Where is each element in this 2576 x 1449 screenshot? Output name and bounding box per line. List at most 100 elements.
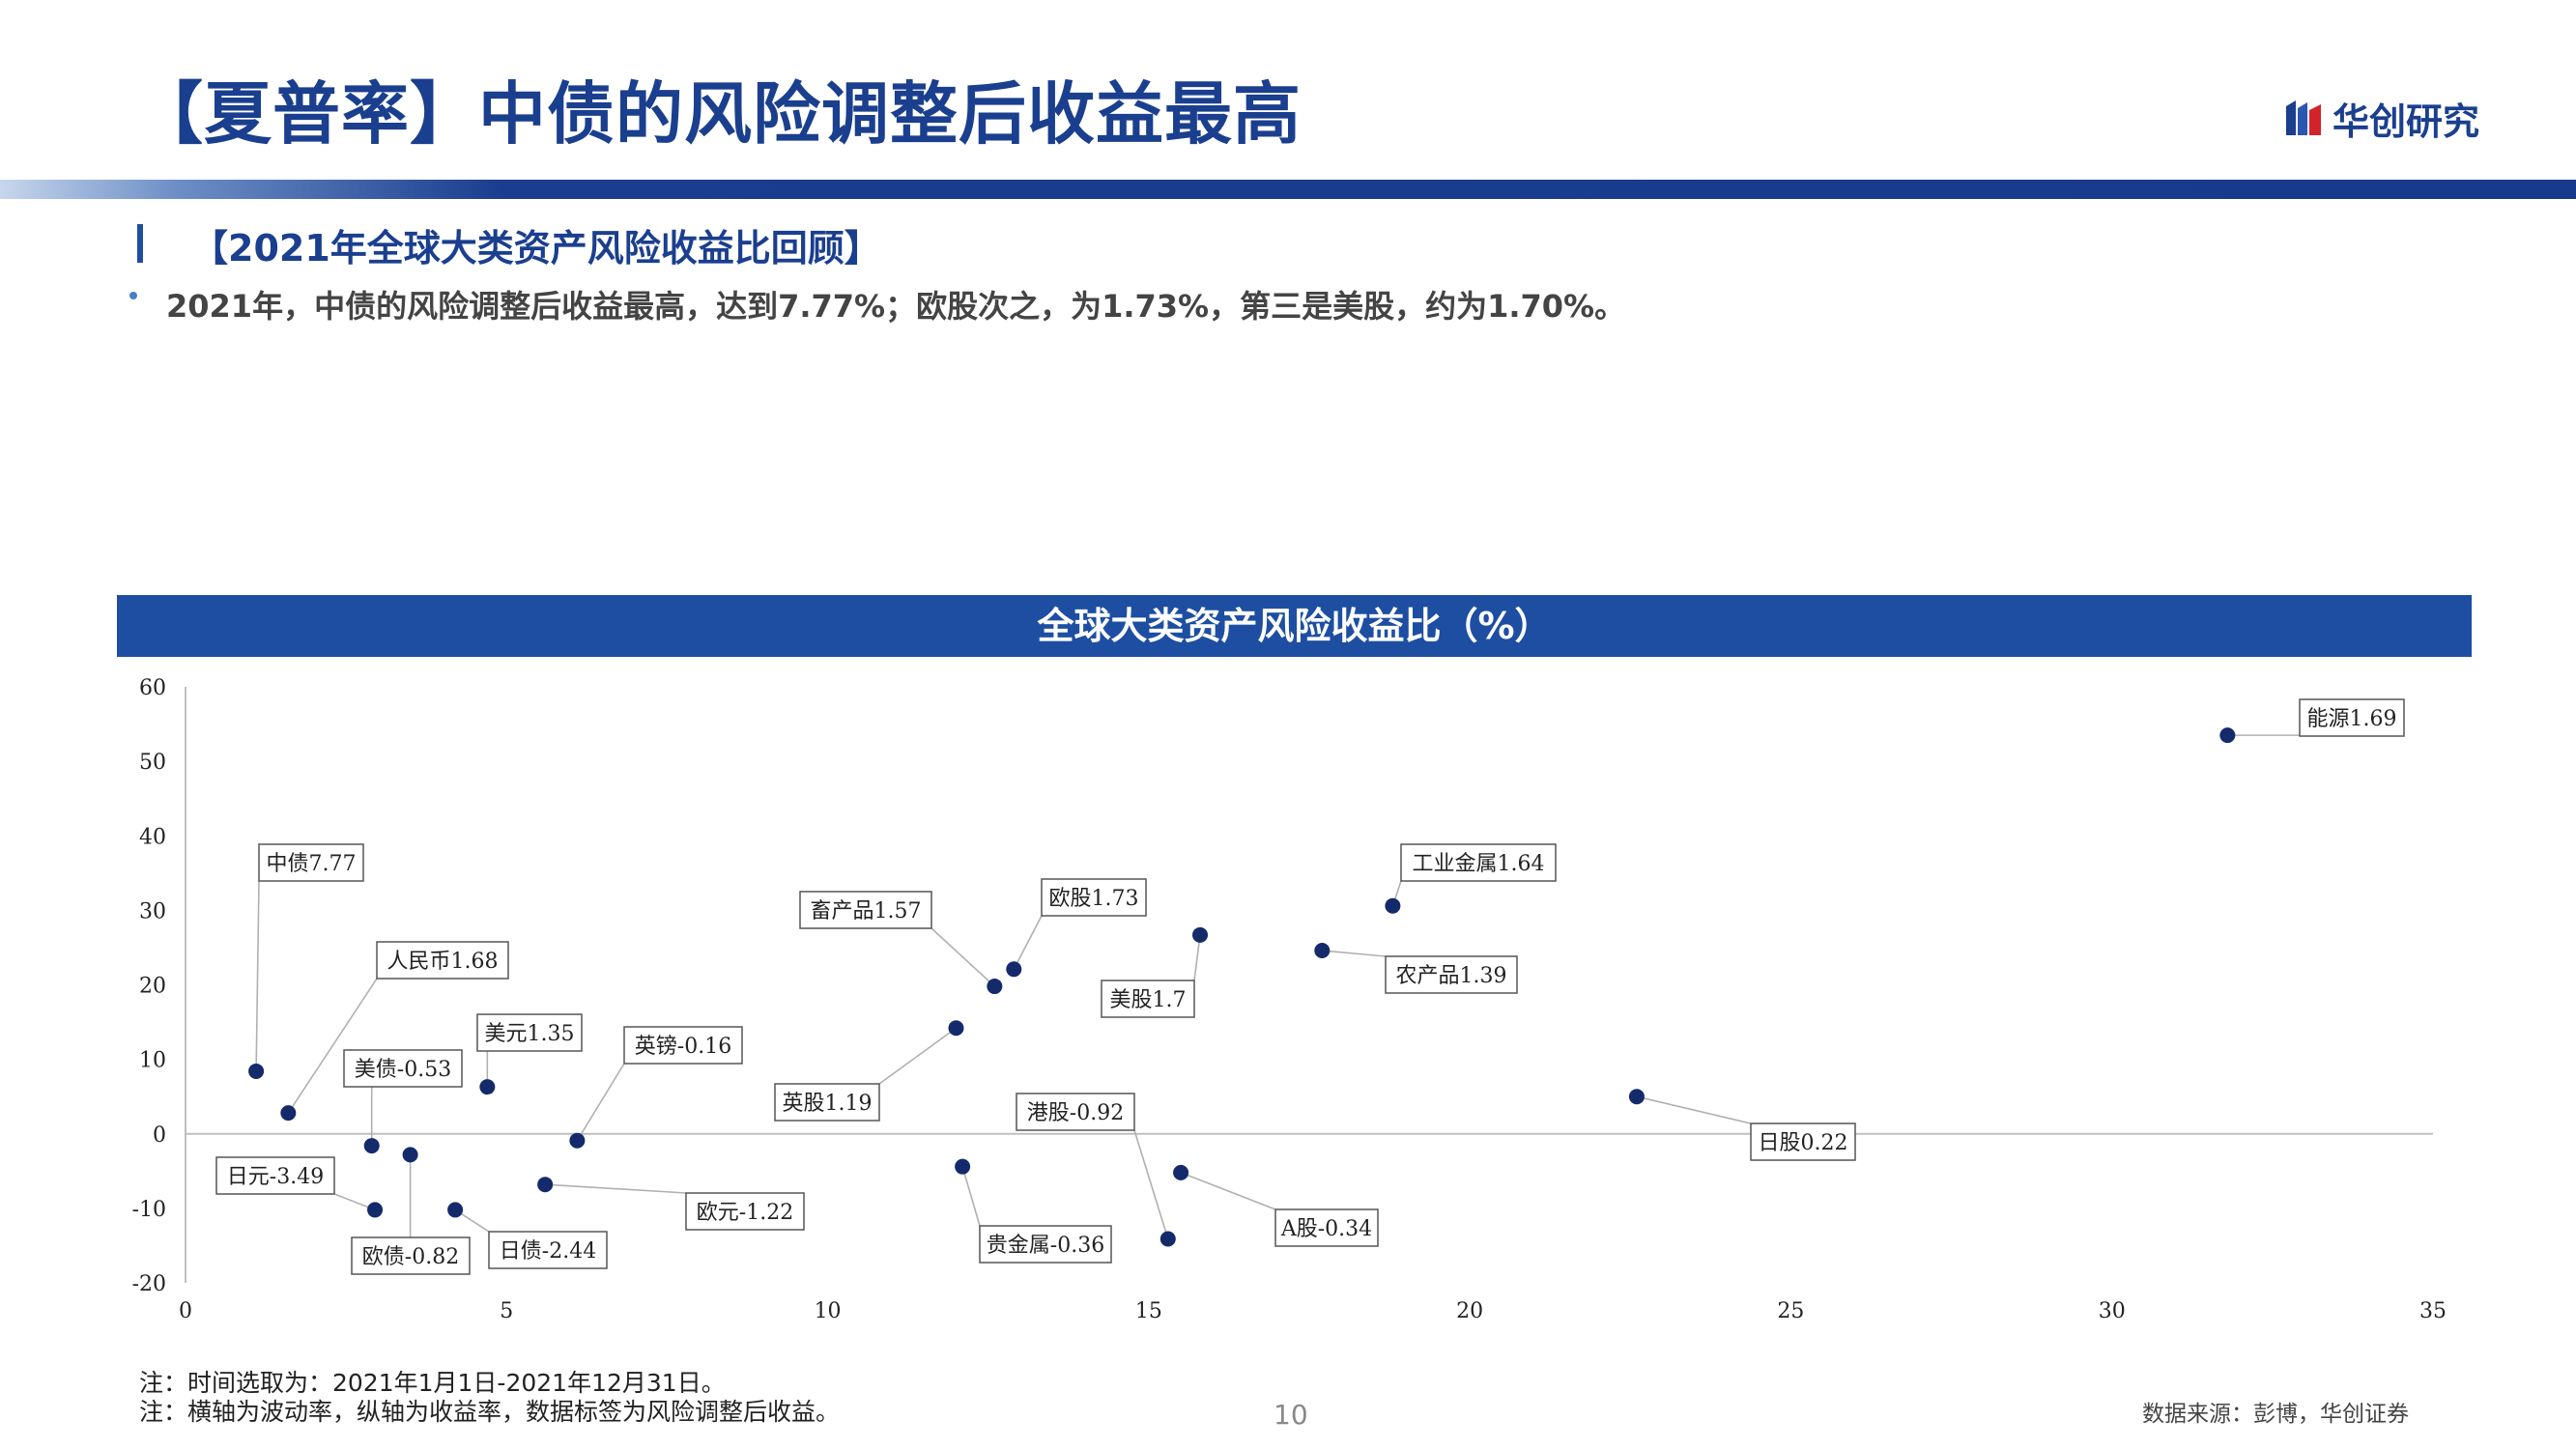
- section-marker: [137, 224, 143, 263]
- data-label-box: [979, 1225, 1112, 1264]
- data-label: 美债-0.53: [355, 1058, 451, 1082]
- data-label-box: [1750, 1122, 1856, 1161]
- brand-logo: 华创研究: [2282, 93, 2479, 143]
- y-tick-label: 50: [139, 751, 166, 775]
- data-label-box: [1101, 980, 1195, 1018]
- scatter-point: [1006, 961, 1022, 978]
- data-label: 能源1.69: [2307, 707, 2397, 731]
- data-label: 日元-3.49: [227, 1165, 324, 1189]
- header-band: [0, 180, 2576, 199]
- x-tick-label: 25: [1777, 1299, 1804, 1323]
- data-label-box: [774, 1083, 880, 1122]
- x-tick-label: 15: [1135, 1299, 1162, 1323]
- y-tick-label: 60: [139, 676, 166, 700]
- scatter-point: [948, 1020, 964, 1037]
- section-title: 【2021年全球大类资产风险收益比回顾】: [191, 227, 881, 270]
- scatter-point: [1385, 897, 1401, 914]
- x-tick-label: 35: [2419, 1299, 2447, 1323]
- data-label: 畜产品1.57: [811, 899, 922, 923]
- data-label-box: [476, 1013, 583, 1052]
- scatter-point: [479, 1079, 496, 1095]
- data-label: 人民币1.68: [387, 950, 499, 974]
- x-tick-label: 0: [179, 1299, 192, 1323]
- data-label-box: [215, 1156, 335, 1195]
- summary-bullet: 2021年，中债的风险调整后收益最高，达到7.77%；欧股次之，为1.73%，第…: [166, 288, 1626, 325]
- data-label-box: [376, 941, 509, 980]
- leader-line: [287, 978, 378, 1114]
- scatter-point: [569, 1132, 586, 1149]
- data-label: 英镑-0.16: [635, 1035, 731, 1059]
- data-label-box: [351, 1236, 471, 1275]
- y-tick-label: -20: [132, 1272, 166, 1296]
- leader-line: [1636, 1095, 1752, 1124]
- chart-header: 全球大类资产风险收益比（%）: [117, 595, 2472, 657]
- data-label: A股-0.34: [1280, 1217, 1372, 1241]
- data-label-box: [623, 1026, 743, 1065]
- scatter-point: [537, 1177, 554, 1193]
- scatter-point: [280, 1105, 297, 1122]
- data-label: 贵金属-0.36: [987, 1234, 1104, 1258]
- scatter-point: [447, 1202, 464, 1218]
- data-label: 港股-0.92: [1027, 1101, 1124, 1125]
- x-tick-label: 20: [1456, 1299, 1483, 1323]
- data-label: 美股1.7: [1110, 988, 1187, 1012]
- note-time-range: 注：时间选取为：2021年1月1日-2021年12月31日。: [139, 1369, 726, 1397]
- data-label-box: [685, 1192, 805, 1231]
- data-label: 中债7.77: [267, 852, 357, 876]
- y-tick-label: -10: [132, 1198, 166, 1222]
- data-label: 欧股1.73: [1049, 887, 1139, 911]
- leader-line: [545, 1183, 687, 1194]
- data-label-box: [1041, 878, 1147, 917]
- scatter-point: [248, 1063, 265, 1079]
- scatter-point: [1192, 926, 1209, 943]
- leader-line: [1133, 1129, 1169, 1239]
- scatter-point: [1628, 1089, 1645, 1105]
- leader-line: [930, 927, 995, 987]
- bullet-icon: [129, 292, 137, 299]
- scatter-point: [402, 1147, 418, 1163]
- leader-line: [961, 1166, 981, 1227]
- logo-text: 华创研究: [2333, 99, 2480, 143]
- page-number: 10: [1274, 1399, 1308, 1431]
- logo-mark-icon: [2286, 100, 2321, 135]
- scatter-point: [367, 1202, 384, 1218]
- data-label-box: [343, 1049, 463, 1088]
- data-label-box: [1016, 1093, 1135, 1131]
- leader-line: [576, 1063, 625, 1142]
- data-label-box: [258, 843, 364, 882]
- y-tick-label: 20: [139, 975, 166, 999]
- data-label: 美元1.35: [485, 1022, 575, 1046]
- leader-line: [1013, 915, 1043, 970]
- note-axes: 注：横轴为波动率，纵轴为收益率，数据标签为风险调整后收益。: [139, 1398, 841, 1426]
- y-tick-label: 0: [153, 1123, 166, 1148]
- scatter-point: [1159, 1231, 1176, 1247]
- data-label-box: [1400, 843, 1557, 882]
- data-label-box: [1274, 1208, 1379, 1247]
- scatter-point: [363, 1138, 380, 1154]
- y-tick-label: 10: [139, 1049, 166, 1073]
- x-tick-label: 30: [2099, 1299, 2126, 1323]
- data-label-box: [1385, 955, 1518, 994]
- data-label: 日债-2.44: [500, 1239, 596, 1264]
- y-tick-label: 30: [139, 899, 166, 923]
- scatter-point: [987, 979, 1003, 995]
- leader-line: [878, 1027, 957, 1085]
- data-label-box: [488, 1231, 608, 1269]
- x-tick-label: 10: [815, 1299, 842, 1323]
- data-label: 农产品1.39: [1396, 964, 1507, 988]
- scatter-point: [2219, 727, 2236, 744]
- data-source: 数据来源：彭博，华创证券: [2142, 1402, 2409, 1427]
- data-label: 英股1.19: [783, 1092, 873, 1116]
- y-tick-label: 40: [139, 825, 166, 849]
- data-label-box: [2299, 698, 2405, 737]
- x-tick-label: 5: [500, 1299, 513, 1323]
- leader-line: [255, 880, 260, 1071]
- scatter-point: [955, 1158, 971, 1175]
- leader-line: [1180, 1172, 1276, 1210]
- scatter-point: [1314, 943, 1331, 959]
- page-title: 【夏普率】中债的风险调整后收益最高: [135, 74, 1302, 154]
- data-label: 欧债-0.82: [362, 1245, 459, 1269]
- data-label-box: [799, 891, 932, 929]
- scatter-point: [1173, 1164, 1189, 1180]
